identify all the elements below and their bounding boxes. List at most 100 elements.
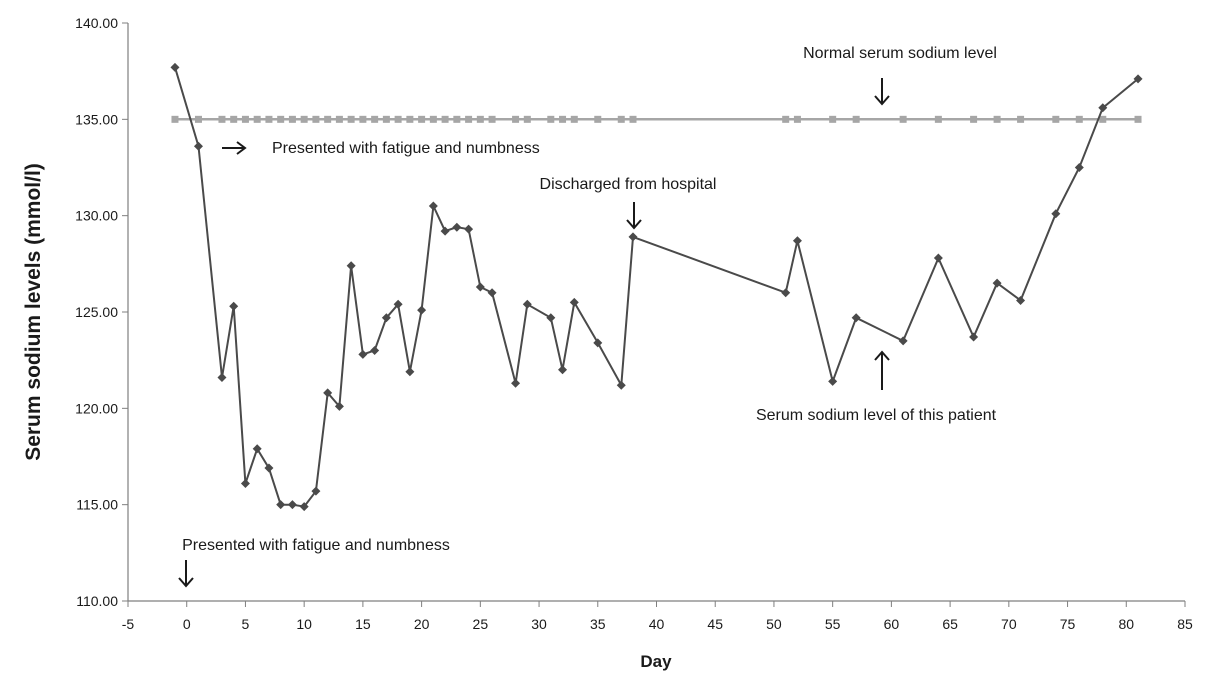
normal-level-point <box>312 115 320 123</box>
normal-level-point <box>382 115 390 123</box>
patient-sodium-point <box>323 388 333 398</box>
patient-sodium-point <box>1016 295 1026 305</box>
patient-sodium-point <box>781 288 791 298</box>
normal-level-point <box>418 115 426 123</box>
normal-level-point <box>1099 115 1107 123</box>
normal-level-point <box>194 115 202 123</box>
normal-level-point <box>570 115 578 123</box>
patient-sodium-point <box>393 299 403 309</box>
arrow-down-icon <box>626 202 642 230</box>
normal-level-point <box>1017 115 1025 123</box>
normal-level-point <box>793 115 801 123</box>
patient-sodium-point <box>299 502 309 512</box>
patient-sodium-point <box>464 224 474 234</box>
series-line-patient <box>174 67 1139 508</box>
annotation-presented-bottom: Presented with fatigue and numbness <box>182 537 450 554</box>
y-tick-label: 115.00 <box>76 497 118 513</box>
x-tick-label: 20 <box>414 616 430 632</box>
patient-sodium-point <box>593 338 603 348</box>
x-tick-label: 30 <box>531 616 547 632</box>
x-tick-label: 65 <box>942 616 958 632</box>
x-tick-label: 60 <box>884 616 900 632</box>
normal-level-point <box>512 115 520 123</box>
patient-sodium-point <box>217 373 227 383</box>
patient-sodium-point <box>546 313 556 323</box>
normal-level-point <box>241 115 249 123</box>
x-tick-label: -5 <box>122 616 135 632</box>
patient-sodium-point <box>851 313 861 323</box>
patient-sodium-point <box>417 305 427 315</box>
normal-level-point <box>1075 115 1083 123</box>
x-tick-label: 15 <box>355 616 371 632</box>
patient-sodium-point <box>933 253 943 263</box>
patient-sodium-point <box>287 500 297 510</box>
normal-level-point <box>476 115 484 123</box>
normal-level-point <box>559 115 567 123</box>
patient-sodium-point <box>346 261 356 271</box>
patient-sodium-point <box>1133 74 1143 84</box>
patient-sodium-point <box>511 378 521 388</box>
normal-level-point <box>629 115 637 123</box>
patient-sodium-point <box>452 222 462 232</box>
arrow-down-icon <box>178 560 194 588</box>
normal-level-point <box>394 115 402 123</box>
x-tick-label: 0 <box>183 616 191 632</box>
patient-sodium-point <box>193 141 203 151</box>
y-tick-label: 130.00 <box>75 208 118 224</box>
annotation-normal-level: Normal serum sodium level <box>803 45 997 62</box>
normal-level-point <box>617 115 625 123</box>
patient-sodium-point <box>358 349 368 359</box>
normal-level-point <box>934 115 942 123</box>
patient-sodium-point <box>276 500 286 510</box>
y-tick-label: 125.00 <box>75 304 118 320</box>
x-tick-label: 25 <box>473 616 489 632</box>
annotation-patient-level: Serum sodium level of this patient <box>756 407 997 424</box>
normal-level-point <box>277 115 285 123</box>
x-tick-label: 55 <box>825 616 841 632</box>
normal-level-point <box>371 115 379 123</box>
normal-level-point <box>899 115 907 123</box>
normal-level-point <box>359 115 367 123</box>
normal-level-point <box>970 115 978 123</box>
y-tick-label: 120.00 <box>75 400 118 416</box>
patient-sodium-point <box>1074 163 1084 172</box>
annotation-presented-right: Presented with fatigue and numbness <box>272 140 540 157</box>
normal-level-point <box>829 115 837 123</box>
normal-level-point <box>1134 115 1142 123</box>
x-tick-label: 75 <box>1060 616 1076 632</box>
x-tick-label: 35 <box>590 616 606 632</box>
normal-level-point <box>1052 115 1060 123</box>
patient-sodium-point <box>487 288 497 298</box>
normal-level-point <box>253 115 261 123</box>
x-tick-label: 70 <box>1001 616 1017 632</box>
normal-level-point <box>453 115 461 123</box>
patient-sodium-point <box>264 463 274 473</box>
normal-level-point <box>347 115 355 123</box>
normal-level-point <box>300 115 308 123</box>
series-layer <box>170 62 1143 512</box>
patient-sodium-point <box>1098 103 1108 113</box>
normal-level-point <box>594 115 602 123</box>
x-tick-label: 45 <box>707 616 723 632</box>
patient-sodium-point <box>370 346 380 356</box>
normal-level-point <box>324 115 332 123</box>
patient-sodium-point <box>569 297 579 307</box>
normal-level-point <box>441 115 449 123</box>
axes-layer: 110.00 115.00 120.00 125.00 130.00 135.00 140.… <box>75 15 1193 632</box>
patient-sodium-point <box>475 282 485 292</box>
patient-sodium-point <box>405 367 415 377</box>
x-tick-label: 80 <box>1118 616 1134 632</box>
x-tick-label: 40 <box>649 616 665 632</box>
normal-level-point <box>288 115 296 123</box>
patient-sodium-point <box>240 478 250 488</box>
patient-sodium-point <box>898 336 908 346</box>
y-tick-label: 140.00 <box>75 15 118 31</box>
arrow-up-icon <box>874 350 890 390</box>
normal-level-point <box>429 115 437 123</box>
x-tick-label: 85 <box>1177 616 1193 632</box>
patient-sodium-point <box>229 301 239 311</box>
normal-level-point <box>230 115 238 123</box>
x-tick-label: 50 <box>766 616 782 632</box>
normal-level-point <box>171 115 179 123</box>
